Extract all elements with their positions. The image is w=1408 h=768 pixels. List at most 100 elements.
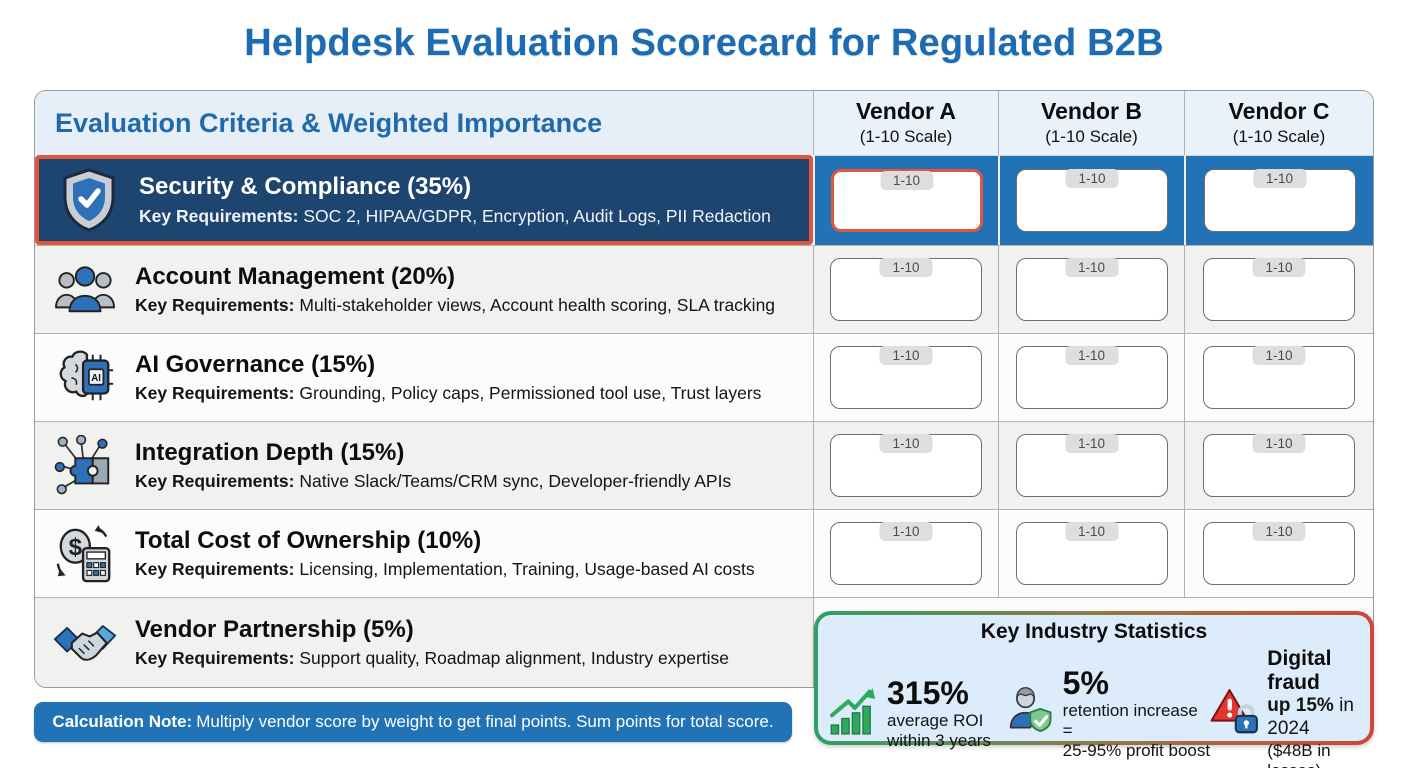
key-industry-statistics-box: Key Industry Statistics 315% average ROI (814, 611, 1374, 768)
score-range-label: 1-10 (1252, 522, 1306, 541)
score-input-account-vendor-b[interactable]: 1-10 (1015, 258, 1168, 321)
score-input-ai-vendor-b[interactable]: 1-10 (1015, 346, 1168, 409)
svg-text:AI: AI (91, 372, 101, 383)
calculation-note-label: Calculation Note: (52, 712, 193, 731)
score-cell-account-vendor-b: 1-10 (998, 245, 1184, 333)
score-cell-security-vendor-c: 1-10 (1184, 155, 1373, 245)
criteria-title: Security & Compliance (35%) (139, 173, 472, 201)
account-people-icon (52, 257, 118, 323)
cost-calculator-icon: $ (52, 521, 118, 587)
stats-title: Key Industry Statistics (980, 620, 1208, 643)
req-text: Grounding, Policy caps, Permissioned too… (299, 383, 762, 404)
score-cell-cost-vendor-a: 1-10 (813, 509, 998, 597)
stat-fraud-line1: Digital fraud (1267, 647, 1332, 695)
req-label: Key Requirements: (135, 559, 295, 580)
score-input-integration-vendor-a[interactable]: 1-10 (830, 434, 982, 497)
handshake-icon (52, 610, 118, 676)
evaluation-table: Evaluation Criteria & Weighted Importanc… (34, 90, 1374, 688)
criteria-title: Vendor Partnership (5%) (135, 615, 414, 643)
stat-roi-line1: average ROI (887, 711, 984, 731)
score-range-label: 1-10 (1064, 522, 1119, 541)
criteria-row-account-management: Account Management (20%) Key Requirement… (35, 245, 813, 333)
score-range-label: 1-10 (1252, 346, 1306, 365)
criteria-row-security: Security & Compliance (35%) Key Requirem… (35, 155, 813, 245)
vendor-c-scale: (1-10 Scale) (1232, 126, 1326, 146)
req-label: Key Requirements: (135, 648, 295, 669)
score-range-label: 1-10 (879, 258, 933, 277)
score-range-label: 1-10 (1064, 258, 1119, 277)
integration-puzzle-icon (52, 433, 118, 499)
req-label: Key Requirements: (135, 295, 295, 316)
req-text: Multi-stakeholder views, Account health … (299, 295, 776, 316)
criteria-column-header: Evaluation Criteria & Weighted Importanc… (35, 91, 813, 155)
stat-roi-line2: within 3 years (887, 731, 991, 751)
stat-fraud-line2: up 15% in 2024 (1267, 695, 1354, 740)
score-input-ai-vendor-a[interactable]: 1-10 (830, 346, 982, 409)
stat-retention-value: 5% (1062, 665, 1109, 702)
ai-brain-chip-icon: AI (52, 345, 118, 411)
fraud-alert-icon (1210, 687, 1260, 742)
score-input-security-vendor-b[interactable]: 1-10 (1016, 169, 1168, 232)
criteria-title: Account Management (20%) (135, 262, 456, 290)
criteria-title: Total Cost of Ownership (10%) (135, 526, 482, 554)
score-cell-ai-vendor-b: 1-10 (998, 333, 1184, 421)
criteria-title: Integration Depth (15%) (135, 438, 405, 466)
req-label: Key Requirements: (135, 383, 295, 404)
score-range-label: 1-10 (1065, 169, 1119, 188)
req-label: Key Requirements: (135, 471, 295, 492)
stat-retention-line1: retention increase = (1062, 701, 1198, 741)
req-text: Licensing, Implementation, Training, Usa… (299, 559, 755, 580)
score-range-label: 1-10 (879, 434, 933, 453)
svg-text:$: $ (69, 533, 83, 560)
calculation-note: Calculation Note: Multiply vendor score … (34, 702, 792, 742)
score-input-integration-vendor-c[interactable]: 1-10 (1203, 434, 1355, 497)
score-cell-security-vendor-a: 1-10 (813, 155, 998, 245)
score-input-ai-vendor-c[interactable]: 1-10 (1203, 346, 1355, 409)
score-cell-security-vendor-b: 1-10 (998, 155, 1184, 245)
vendor-a-scale: (1-10 Scale) (859, 126, 953, 146)
score-cell-account-vendor-c: 1-10 (1184, 245, 1373, 333)
score-input-security-vendor-c[interactable]: 1-10 (1203, 169, 1356, 232)
score-input-cost-vendor-b[interactable]: 1-10 (1015, 522, 1168, 585)
score-cell-integration-vendor-c: 1-10 (1184, 421, 1373, 509)
vendor-a-header: Vendor A (1-10 Scale) (813, 91, 998, 155)
req-label: Key Requirements: (139, 205, 299, 226)
score-range-label: 1-10 (1064, 434, 1119, 453)
stat-fraud-line3: ($48B in losses) (1267, 740, 1331, 768)
score-range-label: 1-10 (879, 522, 933, 541)
score-cell-cost-vendor-b: 1-10 (998, 509, 1184, 597)
score-input-integration-vendor-b[interactable]: 1-10 (1015, 434, 1168, 497)
shield-check-icon (56, 167, 122, 233)
calculation-note-text: Multiply vendor score by weight to get f… (196, 712, 774, 731)
req-text: Native Slack/Teams/CRM sync, Developer-f… (299, 471, 732, 492)
stat-roi: 315% average ROI within 3 years (828, 677, 1006, 751)
score-cell-integration-vendor-b: 1-10 (998, 421, 1184, 509)
stat-retention: 5% retention increase = 25-95% profit bo… (1006, 667, 1211, 761)
score-input-account-vendor-a[interactable]: 1-10 (830, 258, 982, 321)
criteria-row-total-cost: $ Total Cost of Ownership (10%) Key Requ… (35, 509, 813, 597)
page-title: Helpdesk Evaluation Scorecard for Regula… (244, 22, 1164, 64)
score-range-label: 1-10 (879, 171, 934, 190)
stat-roi-value: 315% (887, 675, 969, 712)
criteria-row-vendor-partnership: Vendor Partnership (5%) Key Requirements… (35, 597, 813, 687)
vendor-b-header: Vendor B (1-10 Scale) (998, 91, 1184, 155)
score-range-label: 1-10 (1064, 346, 1119, 365)
criteria-row-integration-depth: Integration Depth (15%) Key Requirements… (35, 421, 813, 509)
score-input-cost-vendor-c[interactable]: 1-10 (1203, 522, 1355, 585)
vendor-b-name: Vendor B (1041, 98, 1142, 125)
score-range-label: 1-10 (1252, 169, 1307, 188)
criteria-title: AI Governance (15%) (135, 350, 376, 378)
score-input-cost-vendor-a[interactable]: 1-10 (830, 522, 982, 585)
criteria-row-ai-governance: AI AI Governance (15%) Key Requirements:… (35, 333, 813, 421)
stat-retention-line2: 25-95% profit boost (1062, 741, 1211, 761)
score-range-label: 1-10 (879, 346, 933, 365)
req-text: Support quality, Roadmap alignment, Indu… (299, 648, 730, 669)
score-cell-cost-vendor-c: 1-10 (1184, 509, 1373, 597)
score-range-label: 1-10 (1252, 434, 1306, 453)
score-cell-ai-vendor-a: 1-10 (813, 333, 998, 421)
score-range-label: 1-10 (1252, 258, 1306, 277)
vendor-c-name: Vendor C (1228, 98, 1330, 125)
score-input-security-vendor-a[interactable]: 1-10 (830, 169, 983, 232)
growth-chart-icon (828, 686, 880, 743)
score-input-account-vendor-c[interactable]: 1-10 (1203, 258, 1355, 321)
